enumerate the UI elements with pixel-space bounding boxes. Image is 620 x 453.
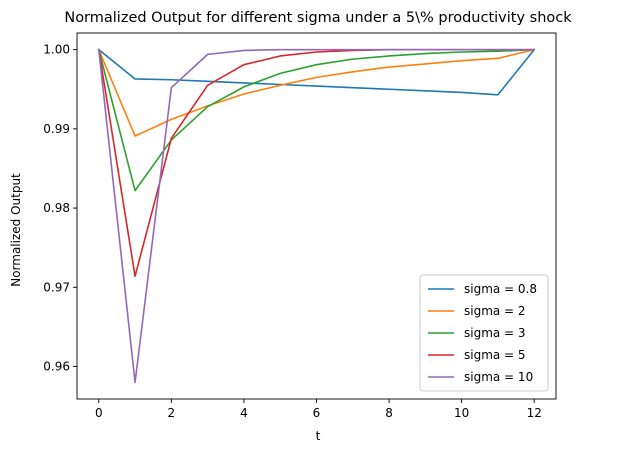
x-tick-label: 6	[313, 406, 321, 420]
legend-box	[419, 274, 549, 392]
x-tick-label: 10	[454, 406, 469, 420]
series-line-2	[97, 48, 536, 137]
y-tick-label: 0.97	[43, 280, 70, 294]
x-tick-label: 4	[240, 406, 248, 420]
legend-label: sigma = 3	[464, 326, 526, 340]
series-line-1	[97, 48, 536, 96]
chart-title: Normalized Output for different sigma un…	[64, 10, 572, 26]
series-line-5	[97, 48, 536, 384]
y-tick-label: 0.98	[43, 201, 70, 215]
legend: sigma = 0.8 sigma = 2 sigma = 3 sigma = 5 si…	[419, 274, 549, 392]
legend-label: sigma = 2	[464, 304, 526, 318]
y-tick-label: 0.96	[43, 360, 70, 374]
x-tick-label: 8	[385, 406, 393, 420]
x-tick-label: 12	[527, 406, 542, 420]
x-axis-label: t	[316, 429, 321, 443]
y-axis: 0.96 0.97 0.98 0.99 1.00	[43, 43, 77, 374]
series-line-3	[97, 48, 536, 192]
y-axis-label: Normalized Output	[9, 173, 23, 287]
legend-label: sigma = 5	[464, 348, 526, 362]
legend-label: sigma = 10	[464, 370, 533, 384]
x-tick-label: 2	[168, 406, 176, 420]
x-axis: 0 2 4 6 8 10 12	[95, 399, 542, 420]
y-tick-label: 0.99	[43, 122, 70, 136]
legend-label: sigma = 0.8	[464, 282, 537, 296]
x-tick-label: 0	[95, 406, 103, 420]
y-tick-label: 1.00	[43, 43, 70, 57]
series-line-4	[97, 48, 536, 278]
